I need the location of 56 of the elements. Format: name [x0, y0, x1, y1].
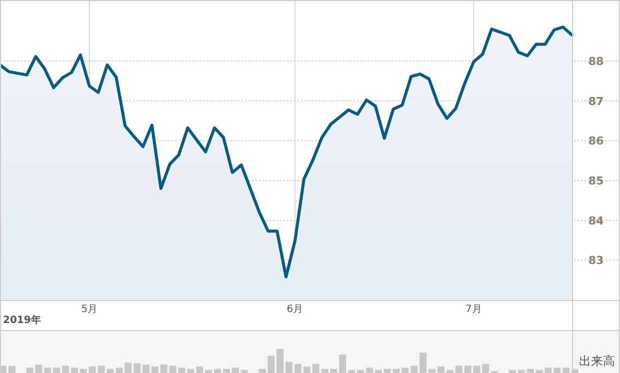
- bar: [142, 364, 150, 373]
- bar: [222, 368, 230, 373]
- bar: [562, 368, 570, 373]
- bar: [437, 366, 444, 373]
- bar: [508, 370, 516, 373]
- bar: [151, 366, 158, 373]
- bar: [196, 366, 204, 373]
- bar: [268, 356, 275, 373]
- y-axis-title: 出来高: [579, 354, 615, 368]
- bar: [26, 368, 34, 373]
- y-tick-label: 83: [588, 254, 604, 268]
- bar: [240, 370, 248, 373]
- bar: [312, 364, 320, 373]
- bar: [357, 370, 364, 373]
- y-tick-label: 85: [588, 174, 604, 188]
- y-tick-label: 86: [588, 134, 604, 148]
- bar: [554, 368, 561, 373]
- bar: [294, 364, 302, 373]
- bar: [160, 364, 168, 373]
- bar: [366, 368, 373, 373]
- bar: [348, 370, 356, 373]
- bar: [410, 366, 418, 373]
- bar: [53, 368, 60, 373]
- bar: [286, 362, 292, 373]
- bar: [339, 354, 346, 373]
- x-tick-label: 5月: [81, 304, 98, 315]
- bar: [134, 363, 141, 373]
- bar: [8, 366, 16, 373]
- bar: [232, 368, 239, 373]
- bar: [482, 364, 490, 373]
- y-tick-label: 88: [588, 54, 604, 68]
- bar: [88, 366, 96, 373]
- y-tick-label: 84: [588, 214, 604, 228]
- bar: [80, 368, 87, 373]
- bar: [374, 370, 382, 373]
- bar: [446, 370, 454, 373]
- bar: [303, 366, 310, 373]
- x-tick-label: 7月: [466, 304, 482, 315]
- bar: [276, 349, 284, 373]
- bar: [214, 368, 221, 373]
- bar: [428, 368, 436, 373]
- bar: [205, 370, 212, 373]
- x-tick-label: 6月: [286, 304, 304, 315]
- bar: [384, 368, 391, 373]
- bar: [455, 366, 462, 373]
- bar: [98, 366, 105, 373]
- bar: [124, 362, 132, 373]
- bar: [169, 366, 176, 373]
- x-axis-title: 2019年: [3, 314, 41, 326]
- bar: [420, 352, 427, 373]
- bar: [518, 370, 525, 373]
- bar: [258, 368, 266, 373]
- bar: [62, 366, 70, 373]
- y-tick-label: 87: [588, 94, 604, 108]
- bar: [71, 368, 78, 373]
- bar: [526, 368, 534, 373]
